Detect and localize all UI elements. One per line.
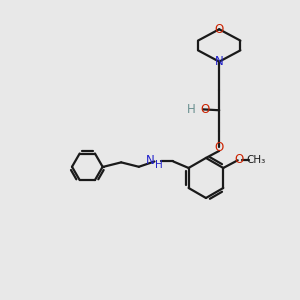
Text: H: H (187, 103, 196, 116)
Text: O: O (201, 103, 210, 116)
Text: N: N (146, 154, 154, 167)
Text: CH₃: CH₃ (247, 155, 266, 165)
Text: O: O (214, 141, 224, 154)
Text: N: N (215, 55, 224, 68)
Text: O: O (214, 23, 224, 36)
Text: H: H (155, 160, 163, 170)
Text: O: O (234, 153, 243, 166)
